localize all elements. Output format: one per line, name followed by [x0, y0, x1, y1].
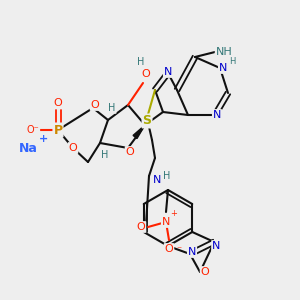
Polygon shape: [133, 125, 145, 139]
Text: S: S: [142, 115, 152, 128]
Text: O: O: [69, 143, 77, 153]
Text: N: N: [162, 217, 170, 227]
Text: N: N: [213, 110, 221, 120]
Text: O: O: [201, 267, 209, 277]
Text: O: O: [165, 244, 173, 254]
Text: P: P: [53, 124, 63, 136]
Text: O: O: [142, 69, 150, 79]
Text: N: N: [188, 247, 196, 257]
Text: H: H: [137, 57, 145, 67]
Text: N: N: [212, 241, 220, 251]
Text: O: O: [126, 147, 134, 157]
Text: O: O: [91, 100, 99, 110]
Text: +: +: [171, 209, 177, 218]
Text: N: N: [153, 175, 161, 185]
Text: H: H: [108, 103, 116, 113]
Text: O: O: [136, 222, 146, 232]
Text: H: H: [229, 58, 235, 67]
Text: O: O: [54, 98, 62, 108]
Text: H: H: [101, 150, 109, 160]
Text: NH: NH: [216, 47, 232, 57]
Text: N: N: [164, 67, 172, 77]
Text: O⁻: O⁻: [27, 125, 39, 135]
Text: Na: Na: [19, 142, 38, 154]
Text: H: H: [163, 171, 171, 181]
Text: N: N: [219, 63, 227, 73]
Text: ⁻: ⁻: [176, 245, 181, 255]
Text: +: +: [38, 134, 48, 144]
